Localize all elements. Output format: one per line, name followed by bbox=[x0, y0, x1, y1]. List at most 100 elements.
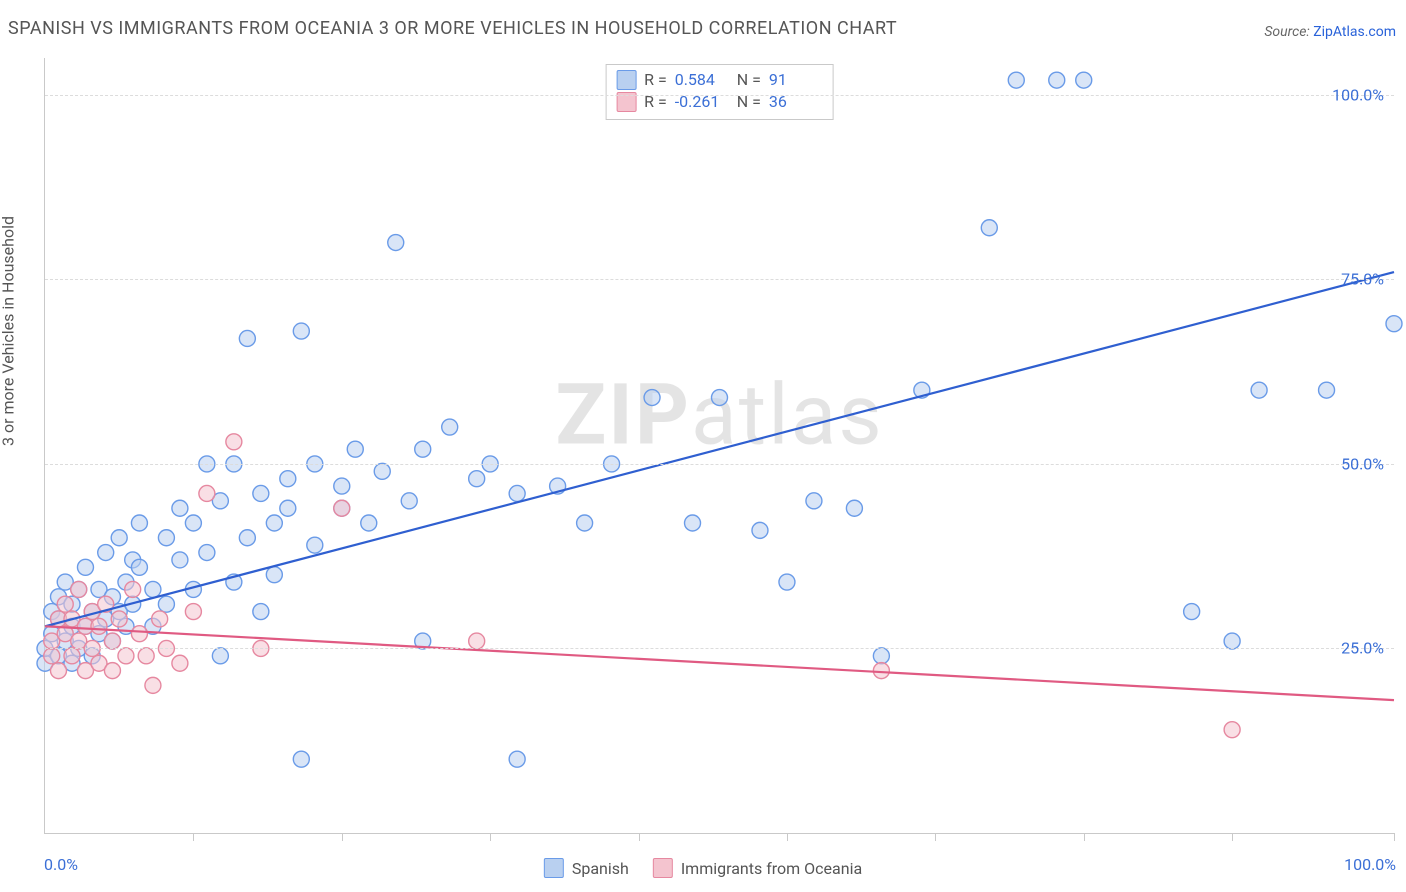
data-point-spanish bbox=[293, 323, 309, 339]
legend-label: Spanish bbox=[572, 859, 629, 878]
data-point-spanish bbox=[111, 530, 127, 546]
data-point-spanish bbox=[509, 485, 525, 501]
data-point-oceania bbox=[873, 663, 889, 679]
x-tick bbox=[342, 833, 343, 841]
data-point-oceania bbox=[152, 611, 168, 627]
data-point-spanish bbox=[779, 574, 795, 590]
data-point-spanish bbox=[442, 419, 458, 435]
data-point-spanish bbox=[172, 552, 188, 568]
x-tick bbox=[1394, 833, 1395, 841]
data-point-spanish bbox=[361, 515, 377, 531]
source-attribution: Source: ZipAtlas.com bbox=[1264, 24, 1396, 40]
data-point-spanish bbox=[374, 463, 390, 479]
data-point-spanish bbox=[98, 545, 114, 561]
data-point-spanish bbox=[145, 581, 161, 597]
data-point-oceania bbox=[64, 648, 80, 664]
x-tick bbox=[787, 833, 788, 841]
data-point-spanish bbox=[185, 515, 201, 531]
x-tick bbox=[490, 833, 491, 841]
data-point-oceania bbox=[57, 596, 73, 612]
legend-swatch-icon bbox=[544, 858, 564, 878]
data-point-spanish bbox=[401, 493, 417, 509]
data-point-spanish bbox=[158, 530, 174, 546]
data-point-spanish bbox=[981, 220, 997, 236]
data-point-spanish bbox=[509, 751, 525, 767]
data-point-oceania bbox=[138, 648, 154, 664]
data-point-oceania bbox=[104, 633, 120, 649]
data-point-spanish bbox=[1076, 72, 1092, 88]
data-point-spanish bbox=[1224, 633, 1240, 649]
data-point-spanish bbox=[846, 500, 862, 516]
chart-frame: SPANISH VS IMMIGRANTS FROM OCEANIA 3 OR … bbox=[0, 0, 1406, 892]
y-tick-label: 25.0% bbox=[1341, 639, 1384, 658]
x-tick bbox=[935, 833, 936, 841]
y-axis-label: 3 or more Vehicles in Household bbox=[0, 216, 18, 446]
plot-area: ZIPatlas R =0.584N =91R =-0.261N =36 25.… bbox=[44, 58, 1394, 834]
chart-title: SPANISH VS IMMIGRANTS FROM OCEANIA 3 OR … bbox=[8, 18, 897, 39]
data-point-spanish bbox=[644, 390, 660, 406]
data-point-oceania bbox=[1224, 722, 1240, 738]
data-point-spanish bbox=[388, 235, 404, 251]
data-point-spanish bbox=[307, 537, 323, 553]
data-point-spanish bbox=[1251, 382, 1267, 398]
x-tick bbox=[639, 833, 640, 841]
gridline bbox=[45, 95, 1394, 96]
data-point-spanish bbox=[1049, 72, 1065, 88]
trend-line-spanish bbox=[45, 272, 1394, 626]
data-point-oceania bbox=[131, 626, 147, 642]
trend-line-oceania bbox=[45, 626, 1394, 700]
legend-item-spanish[interactable]: Spanish bbox=[544, 858, 629, 878]
data-point-spanish bbox=[253, 604, 269, 620]
data-point-oceania bbox=[469, 633, 485, 649]
series-legend: Spanish Immigrants from Oceania bbox=[544, 858, 862, 878]
data-point-spanish bbox=[239, 330, 255, 346]
data-point-oceania bbox=[172, 655, 188, 671]
data-point-oceania bbox=[125, 581, 141, 597]
x-tick bbox=[1232, 833, 1233, 841]
y-tick-label: 100.0% bbox=[1332, 85, 1384, 104]
data-point-spanish bbox=[239, 530, 255, 546]
data-point-spanish bbox=[280, 500, 296, 516]
data-point-spanish bbox=[685, 515, 701, 531]
data-point-spanish bbox=[712, 390, 728, 406]
data-point-spanish bbox=[266, 515, 282, 531]
data-point-spanish bbox=[752, 522, 768, 538]
data-point-spanish bbox=[199, 545, 215, 561]
data-point-oceania bbox=[334, 500, 350, 516]
legend-label: Immigrants from Oceania bbox=[681, 859, 862, 878]
data-point-spanish bbox=[1184, 604, 1200, 620]
data-point-oceania bbox=[185, 604, 201, 620]
x-axis-min-label: 0.0% bbox=[44, 855, 78, 874]
data-point-oceania bbox=[44, 648, 60, 664]
y-tick-label: 50.0% bbox=[1341, 454, 1384, 473]
data-point-spanish bbox=[469, 471, 485, 487]
legend-item-oceania[interactable]: Immigrants from Oceania bbox=[653, 858, 862, 878]
data-point-spanish bbox=[131, 515, 147, 531]
data-point-spanish bbox=[347, 441, 363, 457]
data-point-oceania bbox=[50, 663, 66, 679]
data-point-spanish bbox=[131, 559, 147, 575]
data-point-oceania bbox=[199, 485, 215, 501]
gridline bbox=[45, 279, 1394, 280]
data-point-oceania bbox=[111, 611, 127, 627]
gridline bbox=[45, 648, 1394, 649]
data-point-spanish bbox=[334, 478, 350, 494]
source-prefix: Source: bbox=[1264, 24, 1313, 40]
data-point-spanish bbox=[280, 471, 296, 487]
data-point-spanish bbox=[293, 751, 309, 767]
data-point-spanish bbox=[77, 559, 93, 575]
data-point-oceania bbox=[145, 677, 161, 693]
data-point-spanish bbox=[158, 596, 174, 612]
data-point-oceania bbox=[104, 663, 120, 679]
data-point-spanish bbox=[212, 648, 228, 664]
x-axis-max-label: 100.0% bbox=[1344, 855, 1396, 874]
x-tick bbox=[1084, 833, 1085, 841]
y-tick-label: 75.0% bbox=[1341, 270, 1384, 289]
plot-svg bbox=[45, 58, 1394, 833]
data-point-spanish bbox=[172, 500, 188, 516]
x-tick bbox=[193, 833, 194, 841]
data-point-spanish bbox=[1319, 382, 1335, 398]
data-point-spanish bbox=[806, 493, 822, 509]
data-point-spanish bbox=[253, 485, 269, 501]
source-link[interactable]: ZipAtlas.com bbox=[1313, 24, 1396, 40]
